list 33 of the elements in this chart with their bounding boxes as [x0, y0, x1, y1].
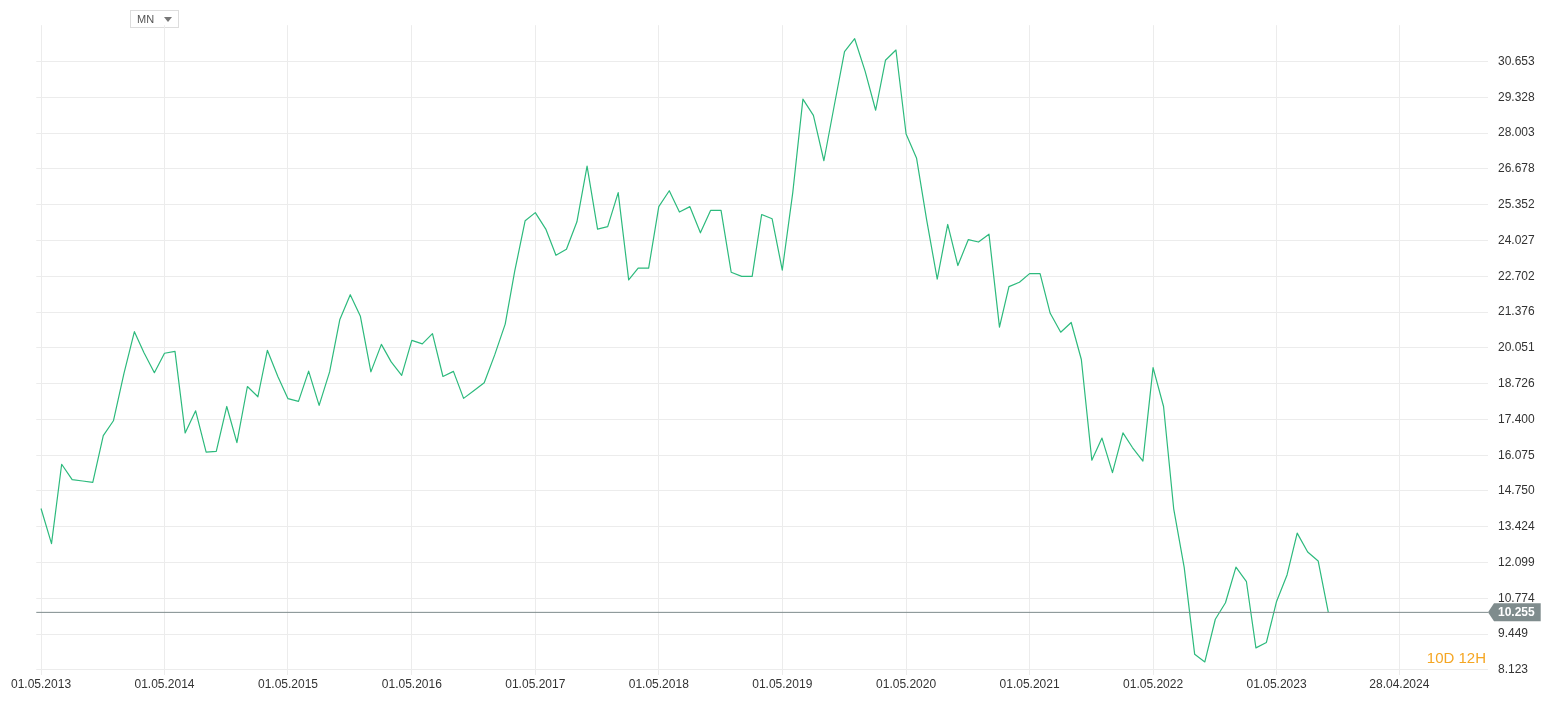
- x-tick-label: 01.05.2023: [1246, 677, 1307, 692]
- x-tick-label: 01.05.2014: [134, 677, 195, 692]
- x-tick-label: 01.05.2015: [257, 677, 319, 692]
- x-tick-label: 28.04.2024: [1369, 677, 1430, 692]
- y-tick-label: 20.051: [1498, 340, 1536, 355]
- interval-dropdown: MN: [130, 10, 180, 28]
- annotation: 10D 12H: [1426, 649, 1486, 667]
- y-tick-label: 22.702: [1498, 268, 1536, 283]
- y-tick-label: 29.328: [1498, 89, 1536, 104]
- y-tick-label: 10.774: [1498, 590, 1536, 605]
- x-tick-label: 01.05.2021: [999, 677, 1060, 692]
- x-tick-label: 01.05.2017: [505, 677, 566, 692]
- y-tick-label: 8.123: [1498, 662, 1529, 677]
- y-tick-label: 25.352: [1498, 197, 1536, 212]
- ref-line-label: 10.255: [1498, 604, 1536, 619]
- y-tick-label: 24.027: [1498, 232, 1536, 247]
- y-tick-label: 17.400: [1498, 411, 1536, 426]
- x-tick-label: 01.05.2013: [11, 677, 72, 692]
- y-tick-label: 18.726: [1498, 375, 1536, 390]
- x-tick-label: 01.05.2022: [1123, 677, 1184, 692]
- y-tick-label: 9.449: [1498, 626, 1529, 641]
- y-tick-label: 12.099: [1498, 554, 1536, 569]
- y-tick-label: 26.678: [1498, 161, 1536, 176]
- y-tick-label: 16.075: [1498, 447, 1536, 462]
- y-tick-label: 21.376: [1498, 304, 1536, 319]
- x-tick-label: 01.05.2020: [876, 677, 937, 692]
- y-tick-label: 28.003: [1498, 125, 1536, 140]
- x-tick-label: 01.05.2018: [628, 677, 690, 692]
- x-tick-label: 01.05.2016: [381, 677, 443, 692]
- x-tick-label: 01.05.2019: [752, 677, 813, 692]
- y-tick-label: 30.653: [1498, 53, 1536, 68]
- y-tick-label: 13.424: [1498, 519, 1536, 534]
- y-tick-label: 14.750: [1498, 483, 1536, 498]
